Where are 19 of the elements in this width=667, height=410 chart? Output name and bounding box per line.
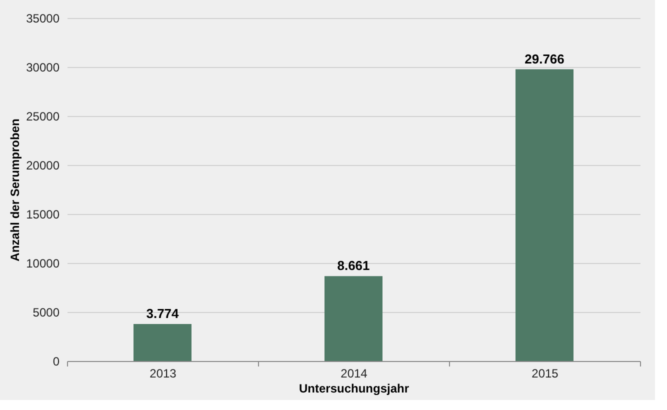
data-label: 8.661 — [337, 258, 370, 274]
bar — [516, 69, 574, 361]
bar — [324, 276, 382, 361]
bar — [134, 324, 192, 361]
y-tick-label: 15000 — [26, 208, 60, 222]
x-axis-title: Untersuchungsjahr — [298, 382, 410, 396]
data-label: 29.766 — [524, 51, 564, 66]
y-tick-label: 35000 — [26, 12, 60, 26]
y-tick-label: 20000 — [26, 158, 60, 172]
x-tick-label: 2015 — [532, 366, 559, 380]
y-tick-label: 30000 — [26, 60, 60, 74]
data-label: 3.774 — [146, 306, 180, 322]
y-tick-label: 5000 — [32, 306, 60, 320]
y-tick-label: 10000 — [26, 256, 60, 270]
y-tick-label: 0 — [52, 354, 60, 368]
x-tick-label: 2013 — [150, 366, 177, 380]
y-axis-title: Anzahl der Serumproben — [8, 118, 22, 262]
x-tick-label: 2014 — [340, 366, 368, 380]
y-tick-label: 25000 — [26, 110, 60, 124]
